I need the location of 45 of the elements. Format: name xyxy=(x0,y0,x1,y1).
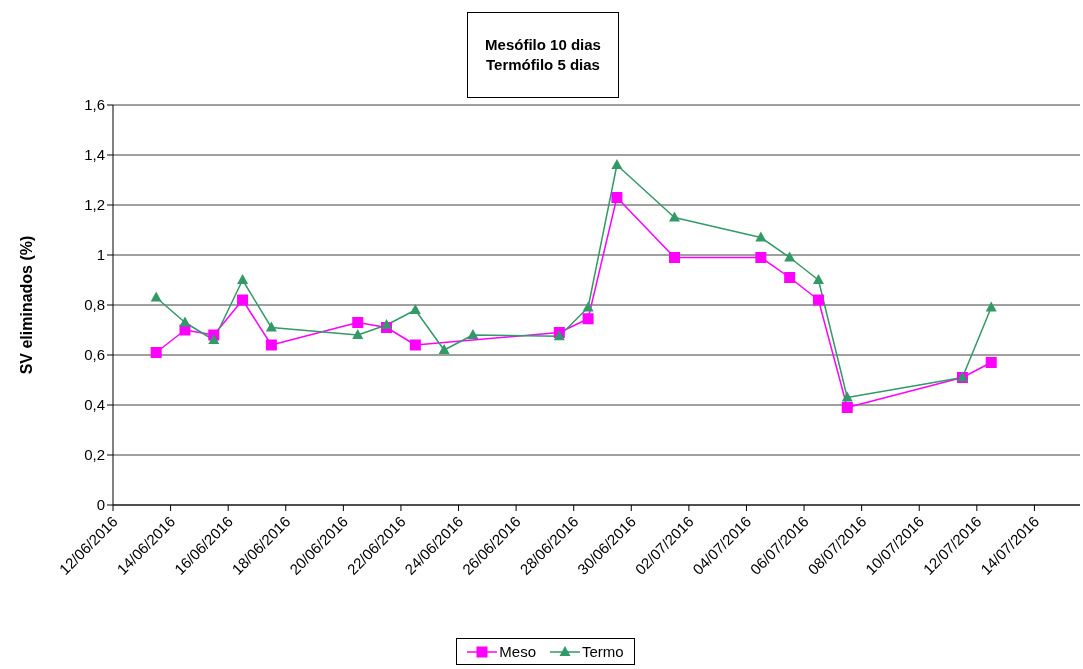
point xyxy=(812,274,824,284)
point xyxy=(150,347,162,358)
point xyxy=(265,339,277,351)
point xyxy=(755,252,767,263)
point xyxy=(611,192,623,203)
y-tick-label: 1 xyxy=(96,246,105,264)
point xyxy=(409,304,421,314)
y-tick-label: 0,6 xyxy=(84,346,105,364)
y-tick-label: 0,8 xyxy=(84,296,105,314)
y-tick-label: 0 xyxy=(96,496,105,514)
point xyxy=(784,251,796,262)
point xyxy=(265,321,277,332)
point xyxy=(841,391,853,402)
point xyxy=(438,344,450,354)
point xyxy=(841,402,853,413)
point xyxy=(409,339,421,351)
point xyxy=(352,329,364,339)
point xyxy=(208,334,220,344)
y-tick-label: 0,4 xyxy=(84,396,105,414)
point xyxy=(179,316,191,327)
point xyxy=(784,272,796,283)
y-tick-label: 1,6 xyxy=(84,96,105,114)
point xyxy=(582,301,594,312)
point xyxy=(381,319,393,329)
y-tick-label: 1,4 xyxy=(84,146,105,164)
point xyxy=(582,313,594,325)
y-axis-title: SV eliminados (%) xyxy=(17,235,35,375)
point xyxy=(812,294,824,306)
chart-subtitle: Termófilo 5 dias xyxy=(486,55,600,75)
y-tick-label: 1,2 xyxy=(84,196,105,214)
point xyxy=(237,274,249,284)
point xyxy=(237,294,249,306)
point xyxy=(467,329,479,339)
chart-title: Mesófilo 10 dias xyxy=(485,35,601,55)
point xyxy=(668,252,680,263)
point xyxy=(352,317,364,328)
point xyxy=(611,159,623,169)
point xyxy=(985,301,997,312)
point xyxy=(150,291,162,302)
legend-label: Meso xyxy=(499,643,536,660)
point xyxy=(668,211,680,222)
legend-label: Termo xyxy=(582,643,624,660)
point xyxy=(985,357,997,368)
point xyxy=(755,231,767,242)
y-tick-label: 0,2 xyxy=(84,446,105,464)
